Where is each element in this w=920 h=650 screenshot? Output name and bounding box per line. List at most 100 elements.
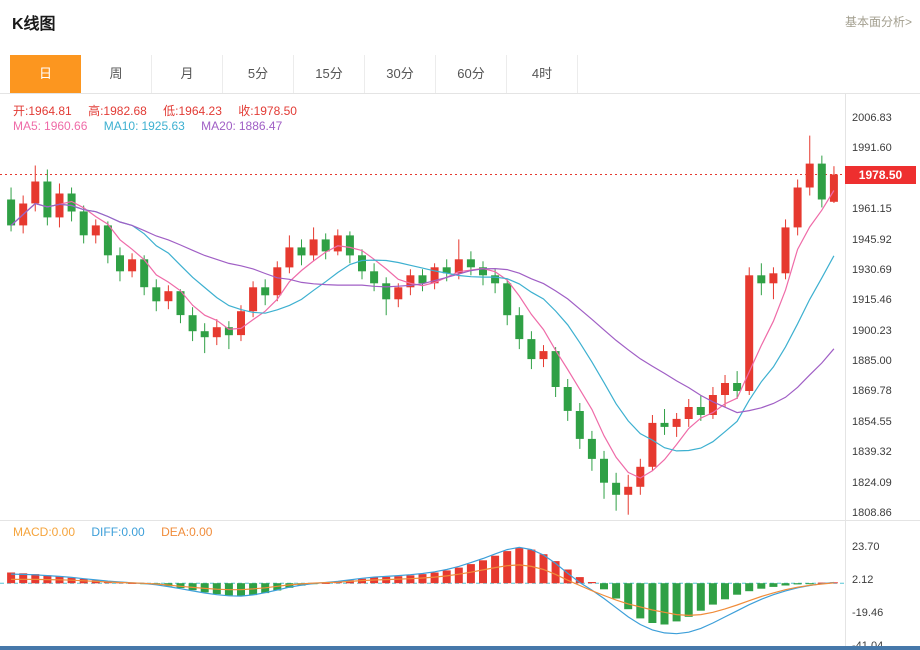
macd-tick: -41.04	[852, 640, 884, 650]
ohlc-low: 低:1964.23	[163, 104, 222, 118]
macd-bar	[769, 583, 778, 587]
ohlc-open: 开:1964.81	[13, 104, 72, 118]
macd-tick: 23.70	[852, 541, 880, 553]
ohlc-high: 高:1982.68	[88, 104, 147, 118]
macd-bar	[515, 548, 524, 584]
macd-bar	[491, 555, 500, 584]
macd-bar	[321, 582, 330, 584]
macd-bar	[430, 572, 439, 584]
candle-body	[285, 247, 294, 268]
price-tick: 1839.32	[852, 446, 892, 459]
candle-body	[224, 327, 233, 336]
tab-15min[interactable]: 15分	[294, 55, 365, 93]
ohlc-legend: 开:1964.81 高:1982.68 低:1964.23 收:1978.50	[13, 102, 310, 119]
macd-bar	[721, 583, 729, 600]
macd-bar	[745, 583, 754, 592]
macd-bar	[708, 583, 717, 605]
candle-body	[164, 291, 173, 302]
candle-body	[708, 395, 717, 415]
macd-legend: MACD:0.00 DIFF:0.00 DEA:0.00	[13, 525, 225, 539]
candle-body	[551, 351, 560, 387]
tab-30min[interactable]: 30分	[365, 55, 436, 93]
candle-body	[358, 255, 366, 272]
tab-month[interactable]: 月	[152, 55, 223, 93]
candle-body	[176, 291, 185, 316]
candle-body	[442, 267, 451, 274]
candle-body	[612, 482, 621, 495]
macd-bar	[479, 560, 487, 584]
candle-body	[370, 271, 379, 284]
candle-body	[200, 331, 209, 338]
price-tick: 1885.00	[852, 355, 892, 368]
macd-bar	[684, 583, 693, 617]
page-title: K线图	[12, 16, 56, 33]
macd-divider	[0, 520, 920, 521]
ma20-legend: MA20: 1886.47	[201, 119, 283, 133]
candle-body	[43, 181, 52, 218]
ma-legend: MA5: 1960.66 MA10: 1925.63 MA20: 1886.47	[13, 119, 295, 133]
macd-chart[interactable]	[0, 520, 845, 648]
macd-bar	[696, 583, 705, 611]
candle-body	[817, 163, 826, 200]
macd-bar	[442, 570, 451, 584]
candle-body	[575, 411, 584, 439]
tab-day[interactable]: 日	[10, 55, 81, 93]
candle-body	[805, 163, 814, 188]
candle-body	[7, 199, 16, 226]
candle-body	[721, 383, 729, 395]
tab-4hour[interactable]: 4时	[507, 55, 578, 93]
candle-body	[636, 466, 645, 487]
macd-axis: 23.70 2.12 -19.46 -41.04	[846, 520, 920, 650]
candle-body	[757, 275, 766, 284]
last-price-tag: 1978.50	[845, 165, 916, 184]
diff-value: DIFF:0.00	[91, 525, 145, 539]
candle-body	[297, 247, 306, 256]
candle-body	[515, 315, 524, 340]
macd-bar	[733, 583, 742, 595]
price-tick: 1930.69	[852, 263, 892, 276]
candle-body	[91, 225, 100, 236]
candle-body	[466, 259, 475, 268]
tab-week[interactable]: 周	[81, 55, 152, 93]
candle-body	[829, 174, 838, 202]
price-axis: 2006.831991.601976.381961.151945.921930.…	[846, 93, 920, 520]
main-chart-area: 开:1964.81 高:1982.68 低:1964.23 收:1978.50 …	[0, 93, 845, 520]
macd-bar	[805, 583, 814, 585]
fundamental-analysis-link[interactable]: 基本面分析>	[844, 15, 912, 29]
macd-bar	[466, 564, 475, 584]
macd-bar	[551, 561, 560, 584]
dea-line	[11, 564, 834, 617]
tab-5min[interactable]: 5分	[223, 55, 294, 93]
candle-body	[67, 193, 76, 212]
macd-bar	[188, 583, 197, 591]
candle-body	[491, 275, 500, 284]
macd-bar	[660, 583, 669, 625]
macd-panel: MACD:0.00 DIFF:0.00 DEA:0.00	[0, 520, 845, 648]
price-tick: 1991.60	[852, 142, 892, 155]
ma10-legend: MA10: 1925.63	[103, 119, 185, 133]
candle-body	[406, 275, 415, 288]
price-tick: 1900.23	[852, 324, 892, 337]
candle-body	[321, 239, 330, 252]
candle-body	[237, 311, 245, 336]
macd-value: MACD:0.00	[13, 525, 76, 539]
candle-body	[696, 407, 705, 415]
candle-body	[418, 275, 427, 284]
candle-body	[152, 287, 161, 302]
macd-bar	[648, 583, 657, 623]
macd-bar	[176, 583, 185, 589]
tab-60min[interactable]: 60分	[436, 55, 507, 93]
candle-body	[249, 287, 258, 312]
candlestick-chart[interactable]	[0, 93, 845, 520]
macd-tick: 2.12	[852, 574, 874, 586]
macd-bar	[781, 583, 790, 586]
candle-body	[212, 327, 221, 338]
candle-body	[563, 387, 572, 411]
candle-body	[527, 339, 536, 360]
candle-body	[745, 275, 754, 391]
candle-body	[55, 193, 64, 218]
candle-body	[600, 458, 608, 483]
macd-bar	[418, 574, 427, 584]
candle-body	[382, 283, 391, 300]
